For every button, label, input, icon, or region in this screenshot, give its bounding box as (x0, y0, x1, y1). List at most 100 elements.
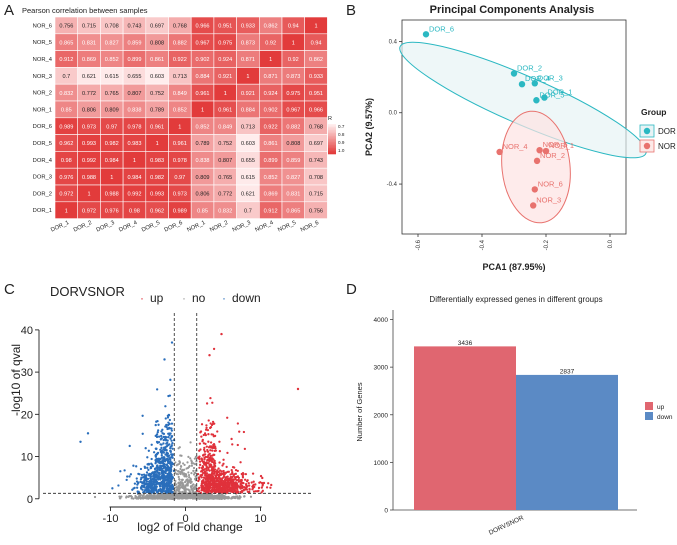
heatmap-cell-value: 0.973 (82, 124, 96, 130)
heatmap-legend-swatch (328, 130, 336, 132)
volcano-point-up (252, 490, 256, 493)
volcano-point-up (219, 479, 222, 482)
heatmap-cell (304, 201, 328, 219)
pca-panel: Principal Components Analysis DOR_6 DOR_2… (364, 4, 676, 272)
volcano-point-up (226, 416, 229, 419)
volcano-point-up (218, 472, 221, 475)
volcano-point-up (234, 484, 238, 487)
pca-xtick-label: -0.2 (544, 239, 550, 250)
volcano-point-up (202, 453, 206, 456)
heatmap-row-label: NOR_4 (33, 57, 53, 63)
volcano-point-up (246, 485, 249, 488)
volcano-point-down (162, 470, 165, 473)
volcano-point-down (170, 422, 174, 425)
volcano-point-up (198, 466, 201, 469)
volcano-point-down (169, 460, 172, 463)
volcano-point-no (177, 470, 180, 473)
volcano-point-up (211, 422, 215, 426)
bar-ytick-label: 3000 (374, 365, 389, 372)
volcano-point-down (149, 478, 153, 482)
volcano-point-no (243, 495, 246, 498)
heatmap-legend-tick: 0.7 (338, 124, 345, 129)
pca-point-nor-6 (531, 186, 538, 193)
volcano-point-up (219, 486, 222, 489)
heatmap-legend-tick: 0.8 (338, 132, 345, 137)
pca-xtick-label: -0.6 (416, 239, 422, 250)
volcano-point-down (123, 469, 126, 472)
volcano-point-up (216, 430, 219, 433)
volcano-point-up (206, 448, 209, 452)
heatmap-legend-tick: 1.0 (338, 148, 345, 153)
volcano-point-no (185, 483, 189, 486)
volcano-point-up (218, 440, 221, 443)
heatmap-cell-value: 0.789 (196, 141, 210, 147)
heatmap-legend-swatch (328, 145, 336, 147)
volcano-point-down (170, 488, 173, 491)
volcano-point-down (165, 466, 168, 470)
volcano-point-up (206, 428, 210, 432)
heatmap-cell-value: 0.865 (286, 208, 300, 214)
volcano-legend-dot: · (140, 291, 144, 305)
volcano-point-up (208, 459, 211, 462)
volcano-point-down (164, 439, 168, 442)
heatmap-cell-value: 0.967 (286, 108, 300, 114)
volcano-point-up (241, 471, 245, 475)
volcano-point-up (198, 478, 201, 481)
volcano-point-up (205, 445, 208, 448)
volcano-point-no (217, 495, 220, 498)
heatmap-cell-value: 0.976 (59, 175, 73, 181)
volcano-point-no (192, 466, 196, 470)
volcano-point-no (193, 463, 197, 466)
volcano-point-up (223, 478, 227, 481)
volcano-point-up (244, 488, 247, 491)
volcano-point-down (151, 489, 154, 492)
volcano-point-down (161, 479, 165, 483)
volcano-point-no (178, 481, 181, 484)
volcano-point-down (163, 476, 167, 480)
heatmap-cells: 0.756 0.715 0.708 0.743 0.697 0.768 0.966 0.951… (54, 16, 328, 219)
heatmap-cell-value: 0.882 (173, 40, 187, 46)
volcano-point-down (150, 443, 153, 446)
volcano-point-down (162, 488, 165, 491)
volcano-point-no (118, 495, 121, 498)
volcano-point-down (167, 454, 171, 457)
heatmap-cell-value: 0.862 (264, 24, 278, 30)
volcano-point-no (177, 475, 180, 479)
heatmap-legend-swatch (328, 136, 336, 138)
volcano-point-up (212, 435, 215, 438)
volcano-point-no (169, 496, 172, 499)
pca-title: Principal Components Analysis (430, 4, 595, 16)
panel-label-d: D (346, 281, 357, 298)
volcano-point-down (159, 487, 162, 491)
volcano-point-down (139, 467, 143, 471)
heatmap-cell-value: 1 (110, 175, 113, 181)
heatmap-cell-value: 0.962 (150, 208, 164, 214)
volcano-point-down (162, 463, 166, 466)
volcano-point-down (133, 482, 137, 485)
volcano-point-up (201, 488, 205, 492)
volcano-title: DORVSNOR (50, 284, 125, 299)
volcano-point-down (156, 441, 159, 444)
volcano-point-down (157, 459, 161, 463)
volcano-point-up (228, 486, 231, 490)
volcano-point-up (209, 425, 213, 429)
volcano-point-no (179, 454, 182, 457)
volcano-point-no (182, 473, 185, 476)
volcano-point-up (230, 469, 233, 472)
pca-xlabel: PCA1 (87.95%) (482, 262, 545, 272)
volcano-point-down (156, 470, 159, 474)
volcano-point-up (241, 489, 244, 493)
volcano-point-down (140, 473, 144, 476)
heatmap-cell-value: 0.961 (196, 91, 210, 97)
volcano-point-no (178, 485, 181, 488)
volcano-point-down (141, 432, 144, 435)
volcano-point-up (208, 452, 211, 455)
volcano-point-no (162, 495, 165, 498)
volcano-point-up (251, 485, 254, 488)
volcano-point-up (209, 441, 213, 444)
volcano-point-down (143, 483, 146, 487)
volcano-point-down (126, 475, 129, 478)
heatmap-cell-value: 0.992 (127, 192, 141, 198)
pca-legend-title: Group (641, 107, 667, 117)
